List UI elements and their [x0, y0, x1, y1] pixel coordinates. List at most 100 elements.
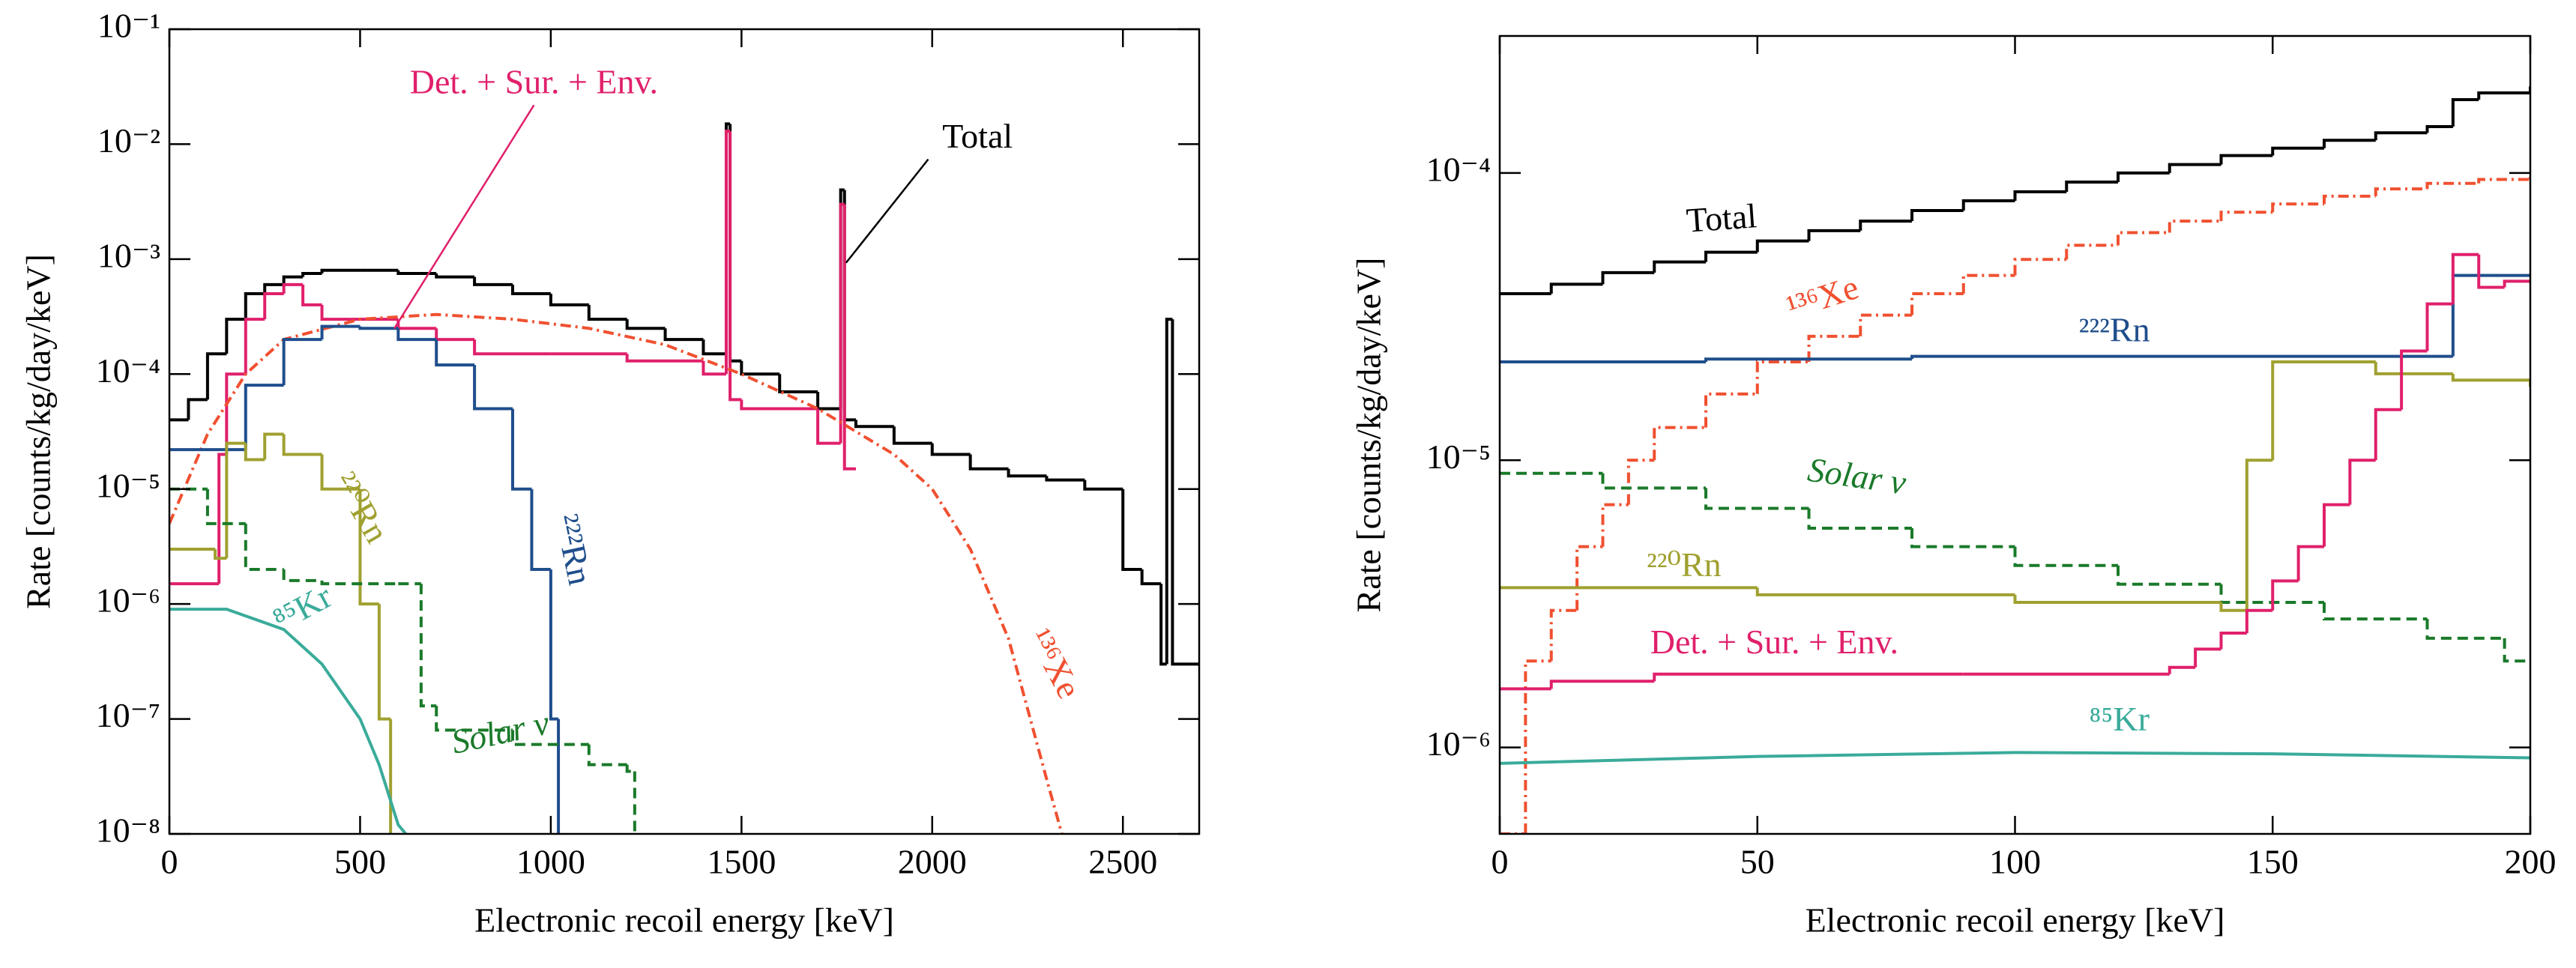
- step-segment: [282, 434, 322, 456]
- x-tick-label: 200: [2505, 843, 2557, 881]
- step-segment: [1755, 239, 1809, 252]
- step-segment: [549, 294, 589, 306]
- step-segment: [217, 453, 227, 584]
- step-segment: [1549, 282, 1603, 294]
- step-segment: [2296, 545, 2324, 581]
- step-segment: [320, 324, 361, 340]
- step-segment: [2168, 220, 2221, 233]
- x-tick-label: 150: [2247, 843, 2299, 881]
- step-segment: [1807, 508, 1912, 530]
- series-line: [169, 608, 408, 834]
- step-segment: [1961, 199, 2015, 211]
- step-segment: [724, 129, 731, 375]
- series-line: [169, 312, 1064, 834]
- step-segment: [1755, 360, 1809, 394]
- x-tick-label: 2500: [1088, 843, 1157, 881]
- step-segment: [663, 328, 704, 342]
- step-segment: [511, 408, 532, 491]
- step-segment: [2323, 503, 2350, 547]
- series-label: ¹³⁶Xe: [1782, 267, 1862, 327]
- step-segment: [1859, 313, 1912, 336]
- step-segment: [320, 268, 341, 274]
- step-segment: [473, 276, 513, 286]
- step-segment: [2323, 602, 2428, 621]
- x-tick-label: 2000: [898, 843, 967, 881]
- step-segment: [358, 326, 399, 330]
- step-segment: [1165, 318, 1173, 665]
- step-segment: [320, 454, 361, 491]
- step-segment: [1653, 260, 1706, 273]
- step-segment: [187, 398, 208, 420]
- step-segment: [2374, 131, 2428, 141]
- step-segment: [702, 360, 726, 376]
- step-segment: [729, 130, 742, 402]
- step-segment: [729, 124, 742, 363]
- series-label: Det. + Sur. + Env.: [1650, 623, 1898, 661]
- step-segment: [2117, 231, 2170, 246]
- step-segment: [2013, 258, 2067, 276]
- step-segment: [1910, 354, 2118, 360]
- step-segment: [1159, 584, 1167, 666]
- step-segment: [205, 488, 246, 525]
- series-line: [1500, 751, 2530, 765]
- step-segment: [244, 318, 265, 375]
- step-segment: [1601, 503, 1629, 547]
- series-label: ²²²Rn: [2079, 311, 2150, 349]
- series-label: ⁸⁵Kr: [2089, 700, 2150, 738]
- step-segment: [2374, 361, 2453, 375]
- step-segment: [225, 372, 246, 455]
- step-segment: [1704, 392, 1758, 428]
- step-segment: [2477, 254, 2505, 289]
- step-segment: [740, 360, 780, 376]
- y-tick-label: 10⁻⁴: [96, 351, 160, 390]
- step-segment: [1910, 291, 1964, 315]
- step-segment: [320, 580, 399, 586]
- step-segment: [435, 328, 475, 342]
- series-label: Total: [1685, 196, 1758, 239]
- x-tick-label: 1500: [707, 843, 776, 881]
- step-segment: [263, 282, 284, 294]
- step-segment: [1807, 334, 1861, 362]
- step-segment: [419, 584, 437, 708]
- step-segment: [1910, 209, 1964, 222]
- series-label: ²²²Rn: [548, 510, 600, 588]
- step-segment: [1910, 527, 2015, 548]
- y-tick-label: 10⁻⁶: [96, 581, 160, 620]
- step-segment: [778, 374, 818, 394]
- step-segment: [2219, 211, 2273, 222]
- plot-area: [1500, 86, 2530, 834]
- series-label: ²²⁰Rn: [326, 465, 396, 549]
- series-label: ⁸⁵Kr: [267, 577, 338, 639]
- step-segment: [1626, 459, 1655, 505]
- step-segment: [2477, 91, 2530, 100]
- step-segment: [2117, 565, 2221, 586]
- step-segment: [2013, 594, 2221, 604]
- x-tick-label: 100: [1989, 843, 2041, 881]
- y-tick-label: 10⁻⁵: [1426, 438, 1491, 476]
- step-segment: [2065, 243, 2118, 260]
- step-segment: [839, 202, 845, 444]
- annotation-line: [845, 158, 929, 264]
- step-segment: [2400, 349, 2428, 410]
- step-segment: [1171, 319, 1199, 666]
- step-segment: [225, 441, 246, 559]
- y-tick-label: 10⁻⁶: [1426, 725, 1491, 763]
- step-segment: [1807, 229, 1861, 241]
- step-segment: [282, 338, 322, 386]
- step-segment: [530, 488, 551, 571]
- step-segment: [1575, 545, 1603, 611]
- step-segment: [892, 426, 932, 445]
- annotation-line: [393, 104, 535, 330]
- step-segment: [625, 319, 666, 330]
- step-segment: [2451, 98, 2479, 127]
- step-segment: [435, 273, 475, 279]
- step-segment: [282, 282, 304, 294]
- y-tick-label: 10⁻⁸: [96, 811, 160, 850]
- step-segment: [816, 408, 841, 445]
- step-segment: [1045, 476, 1085, 482]
- step-segment: [2013, 190, 2067, 202]
- step-segment: [2194, 647, 2221, 668]
- plot-frame: [168, 28, 1201, 835]
- y-axis-label: Rate [counts/kg/day/keV]: [1350, 258, 1388, 613]
